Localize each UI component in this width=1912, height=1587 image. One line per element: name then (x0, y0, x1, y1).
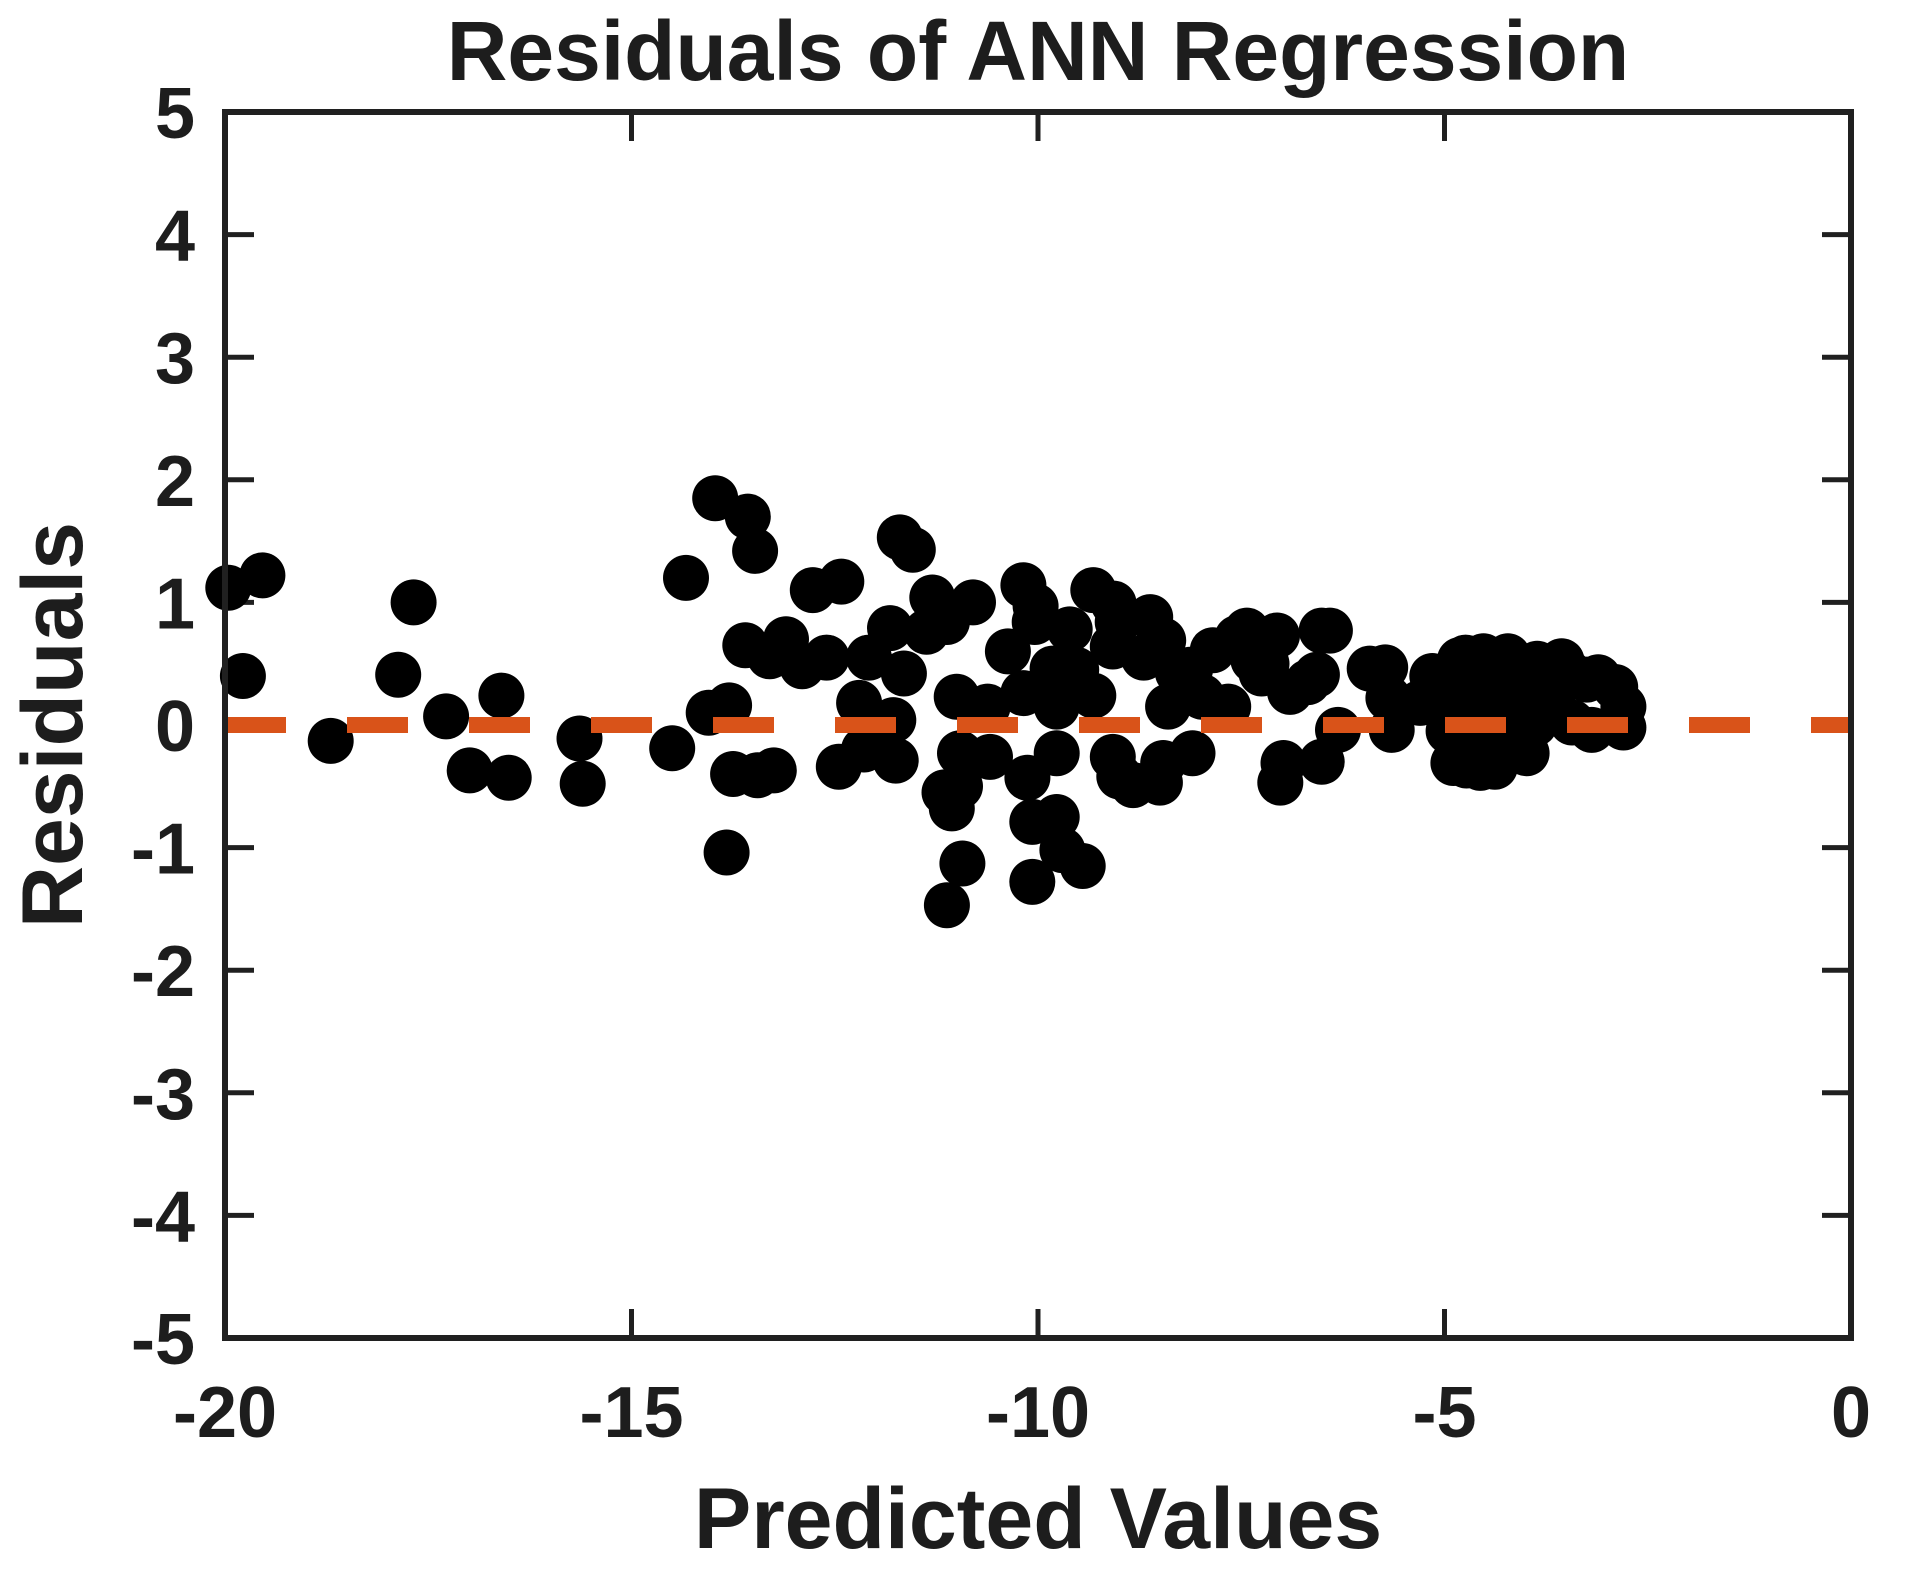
scatter-point (967, 733, 1013, 780)
scatter-point (703, 829, 750, 876)
y-axis-label: Residuals (5, 522, 101, 928)
scatter-point (1009, 858, 1056, 905)
y-tick-label: 3 (155, 319, 195, 399)
x-tick-label: -5 (1412, 1373, 1476, 1453)
scatter-point (446, 747, 493, 794)
axes-box (222, 109, 1854, 1341)
x-axis-label: Predicted Values (694, 1471, 1382, 1567)
scatter-point (836, 679, 883, 726)
scatter-point (937, 763, 983, 810)
scatter-point (880, 650, 927, 697)
scatter-point (724, 493, 771, 540)
scatter-point (1033, 730, 1080, 777)
x-tick-label: 0 (1831, 1373, 1871, 1453)
scatter-point (984, 628, 1031, 675)
scatter-point (663, 554, 709, 601)
y-tick-label: 1 (155, 564, 195, 644)
scatter-point (1046, 606, 1093, 653)
scatter-point (923, 882, 970, 929)
scatter-point (950, 579, 996, 626)
scatter-point (375, 651, 422, 698)
scatter-point (390, 579, 437, 626)
scatter-point (239, 552, 286, 599)
scatter-point (1059, 843, 1106, 889)
scatter-point (478, 672, 525, 719)
scatter-point (1070, 672, 1117, 719)
y-tick-label: 2 (155, 442, 195, 522)
scatter-point (649, 725, 696, 772)
scatter-point (307, 717, 354, 764)
scatter-point (732, 527, 779, 574)
x-tick-label: -15 (579, 1373, 683, 1453)
scatter-point (1306, 607, 1353, 654)
scatter-point (423, 693, 470, 740)
y-tick-label: -4 (131, 1177, 195, 1257)
scatter-point (559, 760, 606, 807)
scatter-point (1254, 612, 1300, 659)
scatter-point (867, 605, 913, 652)
y-tick-label: -1 (131, 810, 195, 890)
scatter-point (818, 558, 865, 605)
scatter-point (1033, 683, 1080, 730)
scatter-point (1012, 583, 1059, 630)
chart-title: Residuals of ANN Regression (447, 4, 1629, 98)
scatter-point (803, 634, 850, 681)
y-tick-label: 0 (155, 687, 195, 767)
y-tick-label: -3 (131, 1055, 195, 1135)
y-tick-label: -5 (131, 1300, 195, 1380)
scatter-point (750, 747, 797, 794)
y-tick-label: 4 (155, 197, 195, 277)
scatter-point (1169, 730, 1216, 777)
scatter-point (889, 526, 936, 573)
x-tick-label: -20 (173, 1373, 277, 1453)
scatter-point (1511, 700, 1558, 747)
scatter-points-layer (205, 475, 1647, 929)
scatter-point (872, 737, 919, 784)
y-tick-label: 5 (155, 74, 195, 154)
scatter-point (219, 653, 266, 699)
scatter-point (1293, 651, 1340, 698)
scatter-point (1260, 740, 1307, 786)
scatter-point (485, 754, 532, 801)
axes-box-layer (222, 109, 1854, 1341)
scatter-point (939, 840, 986, 887)
y-tick-label: -2 (131, 932, 195, 1012)
x-tick-label: -10 (986, 1373, 1090, 1453)
scatter-point (706, 682, 753, 729)
